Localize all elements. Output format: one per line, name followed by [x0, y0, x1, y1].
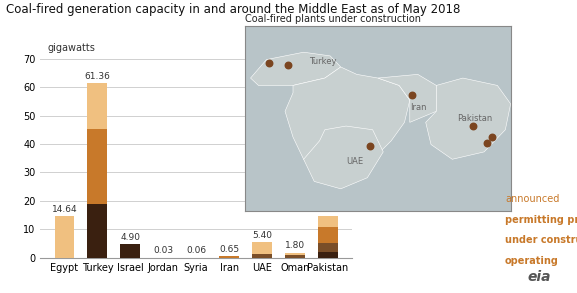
Point: [488, 135, 497, 139]
Bar: [121, 244, 140, 258]
Text: permitting process: permitting process: [505, 215, 577, 225]
Bar: [88, 83, 107, 129]
Polygon shape: [250, 52, 341, 86]
Text: operating: operating: [505, 256, 559, 266]
Text: 5.40: 5.40: [252, 231, 272, 240]
Polygon shape: [378, 74, 436, 122]
Text: 0.03: 0.03: [153, 246, 173, 255]
Bar: [318, 216, 338, 227]
Text: 0.06: 0.06: [186, 246, 206, 255]
Bar: [55, 216, 74, 258]
Bar: [285, 255, 305, 258]
Bar: [252, 254, 272, 258]
Text: eia: eia: [528, 270, 551, 284]
Text: Turkey: Turkey: [309, 57, 336, 66]
Bar: [285, 253, 305, 255]
Bar: [318, 227, 338, 243]
Text: 0.65: 0.65: [219, 245, 239, 254]
Text: 4.90: 4.90: [121, 233, 140, 242]
Point: [365, 144, 374, 149]
Polygon shape: [304, 126, 383, 189]
Text: gigawatts: gigawatts: [48, 43, 96, 53]
Point: [482, 140, 492, 145]
Text: Coal-fired plants under construction: Coal-fired plants under construction: [245, 14, 421, 24]
Text: announced: announced: [505, 194, 559, 204]
Polygon shape: [285, 67, 410, 174]
Point: [408, 92, 417, 97]
Bar: [219, 256, 239, 258]
Text: 14.64: 14.64: [51, 205, 77, 214]
Bar: [318, 252, 338, 258]
Point: [283, 63, 293, 67]
Bar: [318, 243, 338, 252]
Text: 61.36: 61.36: [84, 72, 110, 81]
Bar: [88, 129, 107, 204]
Text: 14.84: 14.84: [315, 204, 341, 213]
Bar: [252, 243, 272, 254]
Text: under construction: under construction: [505, 235, 577, 245]
Bar: [88, 204, 107, 258]
Text: Pakistan: Pakistan: [458, 114, 493, 123]
Point: [264, 61, 273, 66]
Text: UAE: UAE: [346, 157, 363, 166]
Text: Iran: Iran: [410, 103, 426, 112]
Point: [469, 124, 478, 128]
Polygon shape: [426, 78, 511, 159]
Text: 1.80: 1.80: [285, 241, 305, 251]
Text: Coal-fired generation capacity in and around the Middle East as of May 2018: Coal-fired generation capacity in and ar…: [6, 3, 460, 16]
